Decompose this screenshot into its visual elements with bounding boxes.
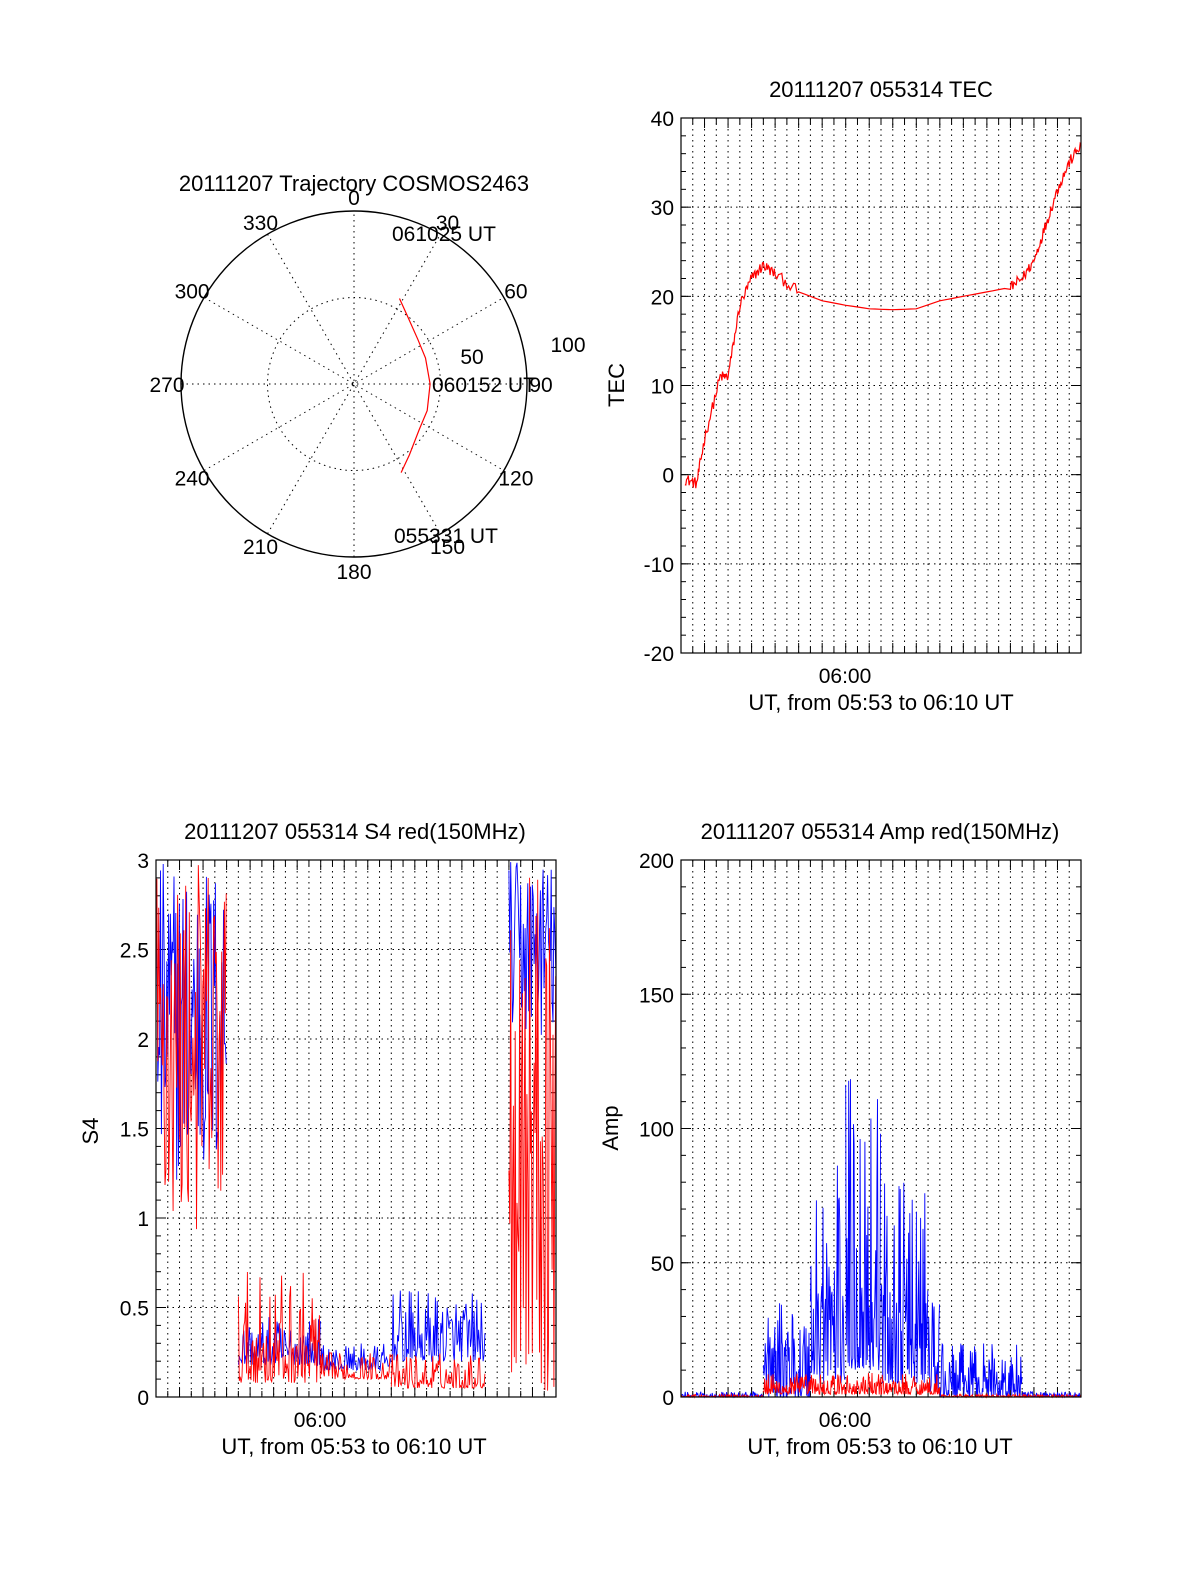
polar-angle-label: 330 [243, 212, 278, 235]
polar-angle-label: 150 [430, 536, 465, 559]
polar-inner-circle [267, 297, 441, 471]
polar-angle-label: 210 [243, 536, 278, 559]
amp-y-ticks: 0 50 100 150 200 [639, 850, 674, 1410]
s4-y-ticks: 0 0.5 1 1.5 2 2.5 3 [120, 850, 149, 1410]
y-tick-label: 3 [137, 850, 149, 873]
tec-x-label: UT, from 05:53 to 06:10 UT [748, 690, 1013, 715]
y-tick-label: 0.5 [120, 1298, 149, 1321]
y-tick-label: 0 [137, 1387, 149, 1410]
s4-x-label: UT, from 05:53 to 06:10 UT [221, 1434, 486, 1459]
amp-x-label: UT, from 05:53 to 06:10 UT [747, 1434, 1012, 1459]
tec-x-tick-0600: 06:00 [819, 665, 872, 688]
y-tick-label: 2.5 [120, 940, 149, 963]
radius-label-50: 50 [460, 346, 483, 369]
amp-x-tick-0600: 06:00 [819, 1409, 872, 1432]
trajectory-start-label: 055331 UT [394, 525, 498, 548]
tec-y-ticks: -20 -10 0 10 20 30 40 [644, 108, 674, 666]
s4-red-series [155, 865, 557, 1391]
polar-angle-label: 180 [336, 561, 371, 584]
amp-title: 20111207 055314 Amp red(150MHz) [701, 819, 1060, 844]
polar-angle-label: 0 [348, 187, 360, 210]
y-tick-label: 30 [651, 197, 674, 220]
polar-angle-label: 90 [529, 374, 552, 397]
polar-angle-label: 30 [436, 212, 459, 235]
s4-x-tick-0600: 06:00 [294, 1409, 347, 1432]
polar-spoke [267, 233, 441, 535]
polar-angle-label: 300 [175, 281, 210, 304]
y-tick-label: 1 [137, 1208, 149, 1231]
y-tick-label: 2 [137, 1029, 149, 1052]
polar-angle-label: 60 [504, 281, 527, 304]
s4-title: 20111207 055314 S4 red(150MHz) [184, 819, 526, 844]
tec-title: 20111207 055314 TEC [769, 77, 993, 102]
y-tick-label: 50 [651, 1253, 674, 1276]
trajectory-title: 20111207 Trajectory COSMOS2463 [179, 171, 529, 196]
tec-grid [681, 117, 1081, 654]
polar-angle-labels: 0 30 60 90 120 150 180 210 240 270 300 330 [149, 187, 552, 584]
y-tick-label: -20 [644, 643, 674, 666]
polar-grid [180, 210, 528, 558]
radius-label-100: 100 [550, 334, 585, 357]
polar-spoke [267, 233, 441, 535]
polar-angle-label: 270 [149, 374, 184, 397]
y-tick-label: 40 [651, 108, 674, 131]
y-tick-label: 20 [651, 286, 674, 309]
y-tick-label: 1.5 [120, 1119, 149, 1142]
y-tick-label: 100 [639, 1119, 674, 1142]
s4-panel: 20111207 055314 S4 red(150MHz) 0 0.5 1 1.5 2… [78, 819, 557, 1459]
trajectory-mid-label: 060152 UT [432, 374, 536, 397]
amp-blue-series [680, 1079, 1082, 1399]
tec-panel: 20111207 055314 TEC -20 -10 0 10 20 30 40 06:0… [604, 77, 1082, 715]
y-tick-label: 10 [651, 376, 674, 399]
s4-y-label: S4 [78, 1118, 103, 1145]
amp-grid [681, 859, 1081, 1398]
s4-plot-frame [155, 859, 557, 1398]
y-tick-label: 0 [662, 465, 674, 488]
polar-angle-label: 240 [175, 468, 210, 491]
y-tick-label: 200 [639, 850, 674, 873]
trajectory-line [398, 298, 431, 473]
polar-angle-label: 120 [498, 468, 533, 491]
amp-plot-frame [680, 859, 1082, 1398]
tec-series-line [684, 141, 1082, 489]
y-tick-label: -10 [644, 554, 674, 577]
tec-y-label: TEC [604, 363, 629, 407]
trajectory-panel: 20111207 Trajectory COSMOS2463 0 30 60 90 12… [149, 171, 585, 584]
y-tick-label: 150 [639, 984, 674, 1007]
tec-plot-frame [680, 117, 1082, 654]
amp-y-label: Amp [598, 1105, 623, 1150]
y-tick-label: 0 [662, 1387, 674, 1410]
trajectory-end-label: 061025 UT [392, 223, 496, 246]
amp-panel: 20111207 055314 Amp red(150MHz) 0 50 100 15… [598, 819, 1082, 1459]
